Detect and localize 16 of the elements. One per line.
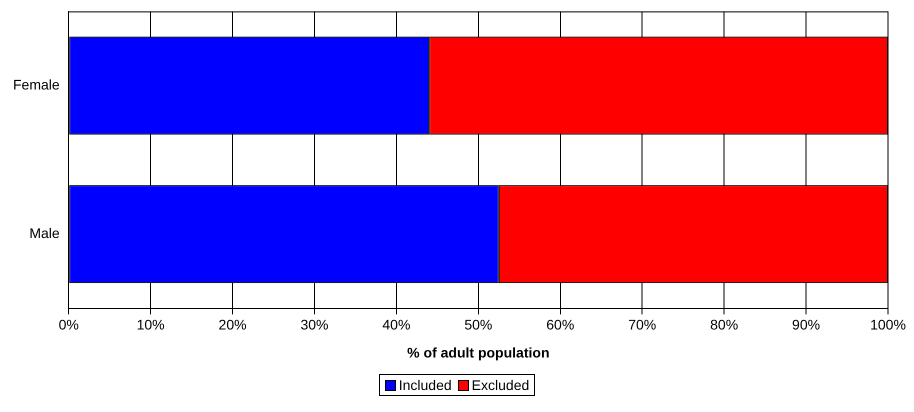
x-tick-label: 50% [464,316,492,333]
x-tick-label: 20% [218,316,247,333]
x-tick-label: 100% [870,316,906,333]
legend-label: Excluded [472,377,530,393]
x-tick-label: 0% [58,316,79,333]
x-tick-label: 10% [136,316,165,333]
x-tick-label: 70% [628,316,656,333]
x-tick-label: 60% [546,316,574,333]
x-tick-label: 40% [382,316,410,333]
x-tick-label: 80% [710,316,738,333]
x-axis-title: % of adult population [407,344,550,360]
y-tick-label: Male [29,225,60,242]
legend-label: Included [398,377,452,393]
x-tick-label: 90% [792,316,820,333]
x-tick-label: 30% [300,316,328,333]
y-tick-label: Female [12,76,60,93]
